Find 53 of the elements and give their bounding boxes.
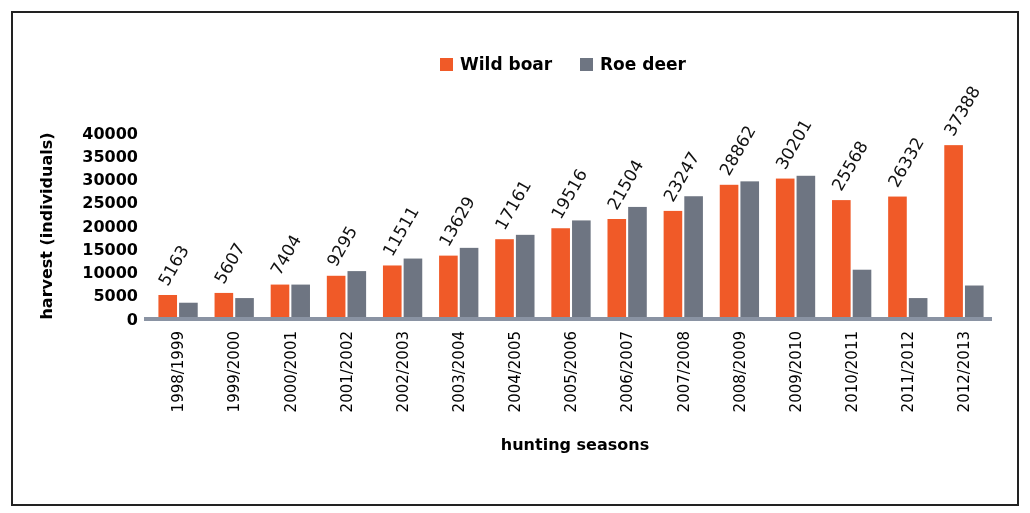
bar: [382, 265, 402, 319]
x-tick-label: 2004/2005: [506, 331, 525, 413]
x-tick-label: 2010/2011: [842, 331, 861, 413]
x-tick-label: 2003/2004: [449, 331, 468, 413]
bar: [326, 275, 346, 319]
bar: [551, 228, 570, 319]
y-tick-label: 15000: [82, 239, 138, 259]
bar: [459, 247, 479, 319]
y-tick-label: 5000: [93, 286, 138, 306]
bar: [607, 219, 627, 319]
bar: [403, 258, 423, 319]
x-tick-label: 2002/2003: [393, 331, 412, 413]
bar: [439, 255, 458, 319]
x-tick-label: 1999/2000: [225, 331, 244, 413]
x-tick-label: 2007/2008: [674, 331, 693, 413]
bar: [796, 175, 816, 319]
bar: [852, 269, 872, 319]
x-tick-label: 2005/2006: [562, 331, 581, 413]
bar: [719, 184, 739, 319]
y-tick-label: 10000: [82, 263, 138, 283]
bar: [347, 271, 367, 319]
y-tick-label: 25000: [82, 193, 138, 213]
x-tick-label: 1998/1999: [169, 331, 188, 413]
y-tick-label: 30000: [82, 170, 138, 190]
bar: [888, 196, 907, 319]
x-tick-label: 2009/2010: [786, 331, 805, 413]
bar: [964, 285, 984, 319]
x-tick-label: 2011/2012: [899, 331, 918, 413]
y-axis-title: harvest (individuals): [37, 132, 56, 320]
y-tick-label: 20000: [82, 216, 138, 236]
y-tick-label: 40000: [82, 123, 138, 143]
x-tick-label: 2006/2007: [618, 331, 637, 413]
x-tick-label: 2012/2013: [955, 331, 974, 413]
bar: [270, 284, 290, 319]
bar: [495, 239, 514, 319]
bar: [944, 145, 963, 319]
bar: [663, 210, 683, 319]
x-tick-label: 2008/2009: [730, 331, 749, 413]
x-tick-label: 2001/2002: [337, 331, 356, 413]
bar: [832, 200, 851, 319]
bar: [572, 220, 591, 319]
y-tick-label: 35000: [82, 146, 138, 166]
bar: [158, 294, 178, 319]
bar: [740, 181, 760, 319]
bar: [515, 234, 535, 319]
bar: [775, 178, 795, 319]
x-axis-title: hunting seasons: [500, 435, 650, 454]
bar: [235, 298, 254, 319]
y-tick-label: 0: [126, 309, 138, 329]
legend-label: Wild boar: [460, 54, 553, 74]
bar: [291, 284, 310, 319]
x-tick-label: 2000/2001: [281, 331, 300, 413]
legend-label: Roe deer: [600, 54, 687, 74]
